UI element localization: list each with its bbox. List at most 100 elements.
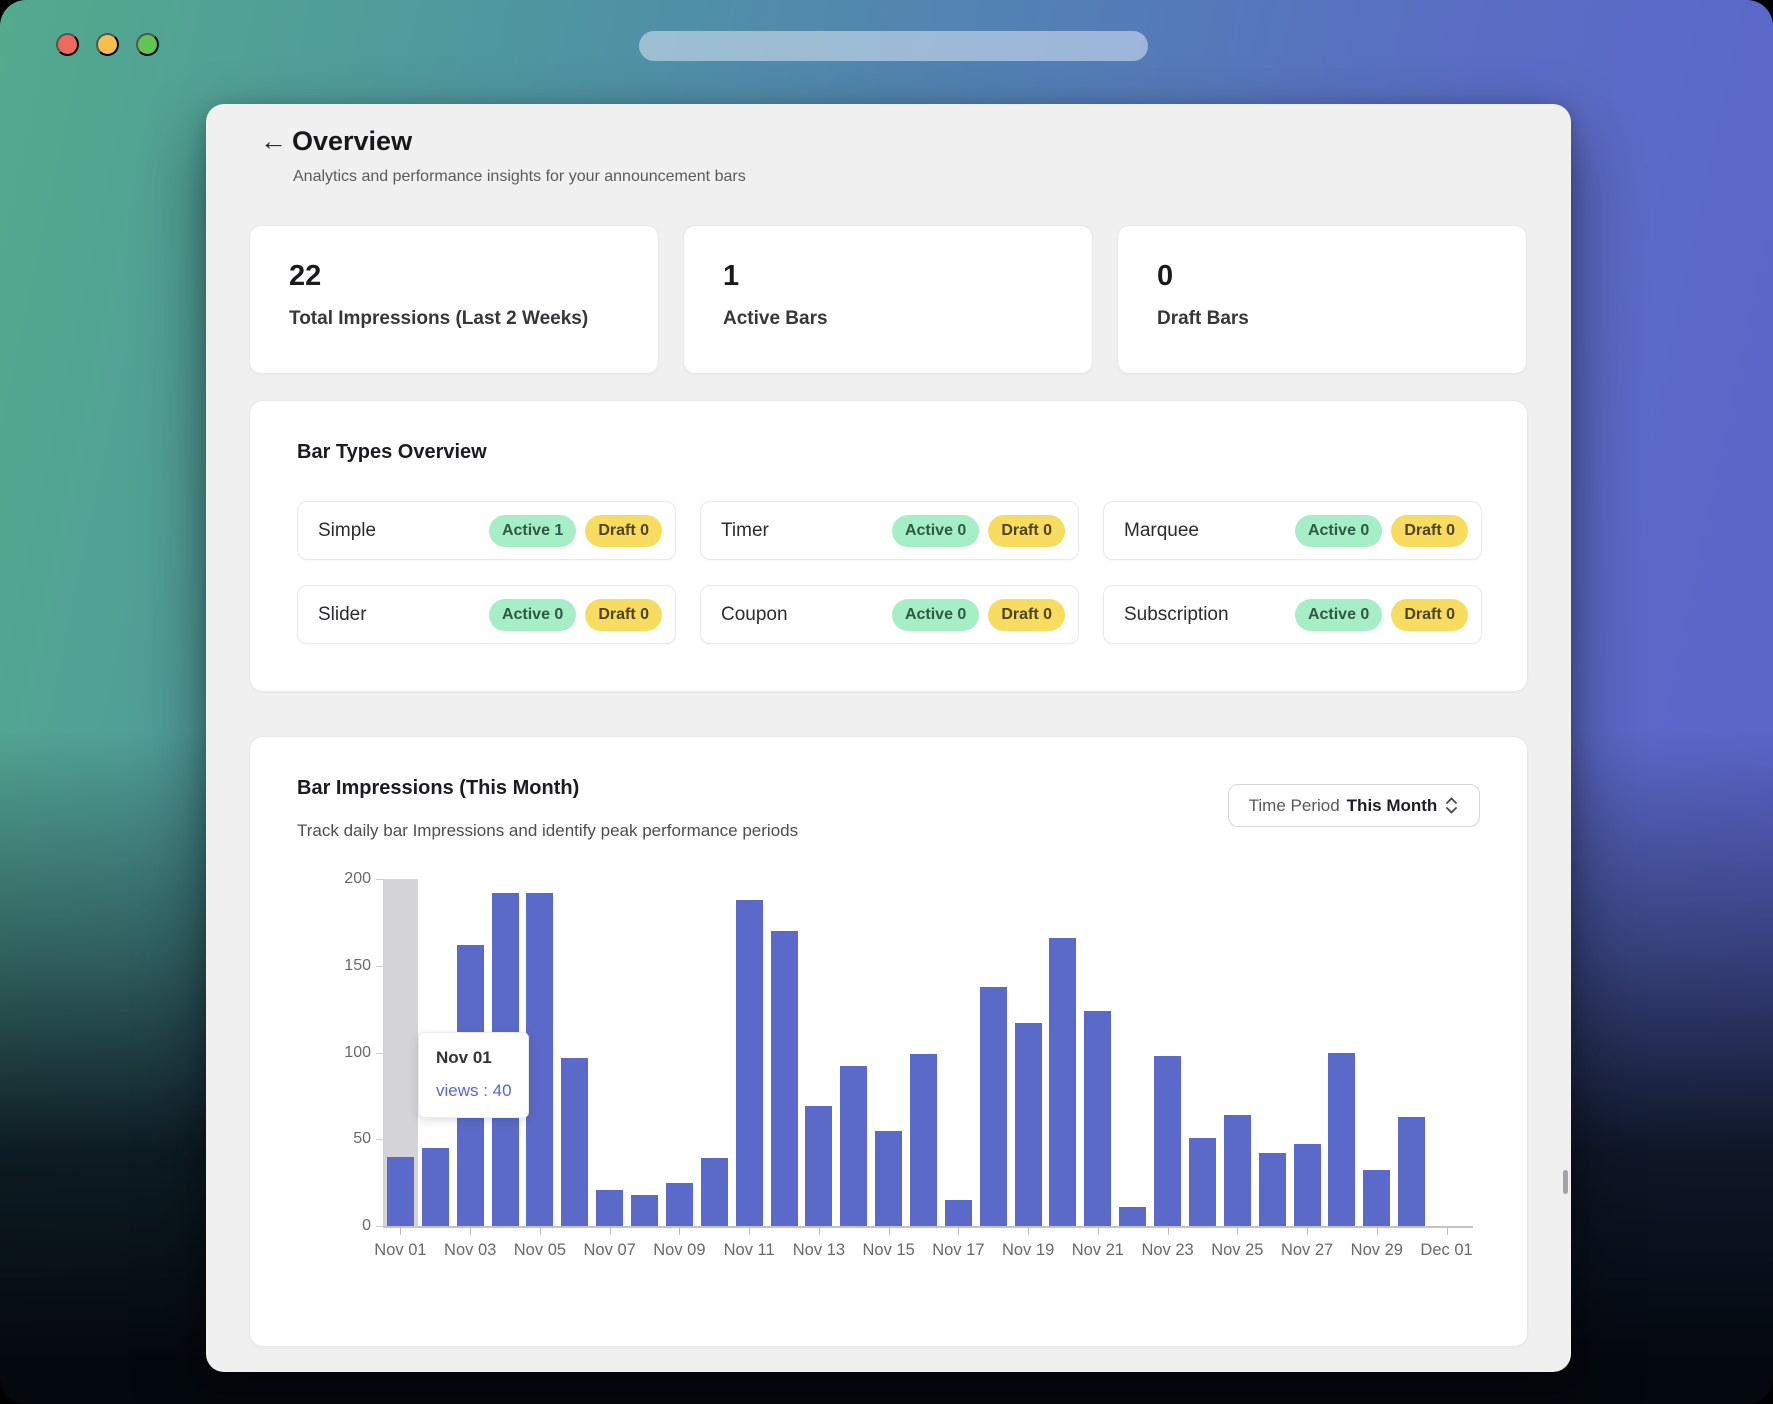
time-period-value: This Month — [1346, 795, 1438, 815]
maximize-button[interactable] — [136, 33, 159, 56]
active-badge: Active 0 — [891, 514, 980, 547]
x-tick-label: Nov 09 — [653, 1241, 706, 1259]
bar-type-badges: Active 0 Draft 0 — [891, 598, 1065, 631]
chart-bar[interactable] — [700, 1158, 728, 1226]
chart-bar[interactable] — [1014, 1023, 1042, 1226]
x-tick — [539, 1228, 541, 1235]
bar-type-badges: Active 0 Draft 0 — [1294, 598, 1468, 631]
x-tick-label: Nov 11 — [723, 1241, 775, 1259]
chart-bar[interactable] — [665, 1182, 693, 1226]
chart-bar[interactable] — [910, 1054, 937, 1226]
bar-type-row-coupon: Coupon Active 0 Draft 0 — [700, 585, 1079, 644]
x-tick-label: Nov 17 — [932, 1241, 985, 1259]
active-badge: Active 1 — [488, 514, 577, 547]
active-badge: Active 0 — [891, 598, 980, 631]
bar-type-name: Slider — [318, 603, 367, 625]
x-tick-label: Nov 23 — [1141, 1241, 1194, 1259]
x-tick — [1237, 1228, 1239, 1235]
bar-type-name: Timer — [721, 519, 769, 541]
x-tick — [1376, 1228, 1378, 1235]
stat-label: Draft Bars — [1157, 308, 1249, 329]
x-tick-label: Nov 15 — [862, 1241, 915, 1259]
chart-bar[interactable] — [770, 931, 798, 1226]
active-badge: Active 0 — [1294, 514, 1383, 547]
x-tick — [818, 1228, 820, 1235]
address-bar-pill[interactable] — [639, 31, 1148, 61]
x-tick-label: Dec 01 — [1420, 1241, 1473, 1259]
chart-bar[interactable] — [1398, 1116, 1426, 1226]
chart-bar[interactable] — [526, 892, 554, 1226]
y-tick-label: 150 — [344, 956, 371, 974]
stat-value: 0 — [1157, 260, 1174, 292]
stats-row: 22 Total Impressions (Last 2 Weeks) 1 Ac… — [249, 225, 1528, 374]
chevron-updown-icon — [1444, 796, 1459, 815]
y-tick — [376, 1226, 383, 1227]
time-period-select[interactable]: Time Period This Month — [1228, 784, 1480, 827]
minimize-button[interactable] — [96, 33, 119, 56]
x-tick-label: Nov 05 — [513, 1241, 567, 1259]
chart-bar[interactable] — [1293, 1144, 1321, 1226]
chart-bar[interactable] — [1119, 1206, 1147, 1226]
chart-bar[interactable] — [1258, 1153, 1286, 1226]
x-tick-label: Nov 13 — [792, 1241, 846, 1259]
y-tick-label: 0 — [362, 1217, 371, 1234]
chart-bar[interactable] — [840, 1066, 868, 1226]
chart-bar[interactable] — [805, 1106, 833, 1226]
close-button[interactable] — [56, 33, 79, 56]
x-tick-label: Nov 25 — [1211, 1241, 1264, 1259]
x-tick — [958, 1228, 960, 1235]
scrollbar-thumb[interactable] — [1563, 1170, 1568, 1194]
chart-bar[interactable] — [561, 1057, 589, 1226]
bar-type-name: Coupon — [721, 603, 788, 625]
chart-bar[interactable] — [1363, 1170, 1391, 1226]
stat-draft-bars: 0 Draft Bars — [1117, 225, 1527, 374]
chart-bar[interactable] — [875, 1130, 903, 1226]
chart-bar[interactable] — [1188, 1137, 1216, 1226]
chart-bar[interactable] — [1154, 1055, 1182, 1226]
x-tick — [888, 1228, 890, 1235]
chart-bar[interactable] — [1049, 937, 1077, 1226]
x-tick-label: Nov 07 — [583, 1241, 636, 1259]
x-tick — [679, 1228, 681, 1235]
draft-badge: Draft 0 — [1391, 598, 1468, 631]
chart-plot: 0 50 100 150 200 Nov 01 Nov 03 Nov 05 Nov 07 Nov … — [344, 870, 1473, 1259]
back-button[interactable]: ← — [260, 126, 287, 156]
x-axis — [383, 1226, 1473, 1228]
stat-label: Active Bars — [723, 308, 828, 329]
bar-type-row-slider: Slider Active 0 Draft 0 — [297, 585, 676, 644]
bar-type-badges: Active 1 Draft 0 — [488, 514, 662, 547]
draft-badge: Draft 0 — [585, 514, 662, 547]
chart-bar[interactable] — [944, 1199, 972, 1226]
bar-type-name: Subscription — [1124, 603, 1229, 625]
stat-total-impressions: 22 Total Impressions (Last 2 Weeks) — [249, 225, 659, 374]
chart-bar[interactable] — [735, 899, 763, 1226]
bar-type-name: Simple — [318, 519, 377, 541]
page-subtitle: Analytics and performance insights for y… — [293, 168, 746, 185]
bar-type-badges: Active 0 Draft 0 — [488, 598, 662, 631]
chart-bar[interactable] — [631, 1194, 659, 1226]
y-tick — [376, 1052, 383, 1054]
bar-types-grid: Simple Active 1 Draft 0 Timer Active 0 Draft … — [297, 501, 1482, 644]
chart-bar[interactable] — [596, 1189, 624, 1226]
chart-bar[interactable] — [979, 986, 1007, 1226]
stat-label: Total Impressions (Last 2 Weeks) — [289, 308, 589, 329]
chart-bar[interactable] — [386, 1156, 414, 1226]
time-period-label: Time Period — [1248, 795, 1340, 815]
app-window: ← Overview Analytics and performance ins… — [206, 104, 1571, 1372]
bar-type-row-timer: Timer Active 0 Draft 0 — [700, 501, 1079, 560]
stat-value: 22 — [289, 260, 322, 292]
x-tick — [749, 1228, 751, 1235]
chart-bar[interactable] — [1084, 1010, 1112, 1226]
active-badge: Active 0 — [488, 598, 577, 631]
chart-bar[interactable] — [1223, 1114, 1251, 1226]
y-tick — [376, 965, 383, 967]
chart-bar[interactable] — [1328, 1052, 1356, 1226]
page-title: Overview — [292, 126, 413, 156]
draft-badge: Draft 0 — [1391, 514, 1468, 547]
x-tick — [1097, 1228, 1099, 1235]
y-axis — [383, 879, 384, 1226]
x-tick — [1307, 1228, 1309, 1235]
chart-bar[interactable] — [421, 1147, 449, 1226]
draft-badge: Draft 0 — [585, 598, 662, 631]
x-tick — [1028, 1228, 1030, 1235]
